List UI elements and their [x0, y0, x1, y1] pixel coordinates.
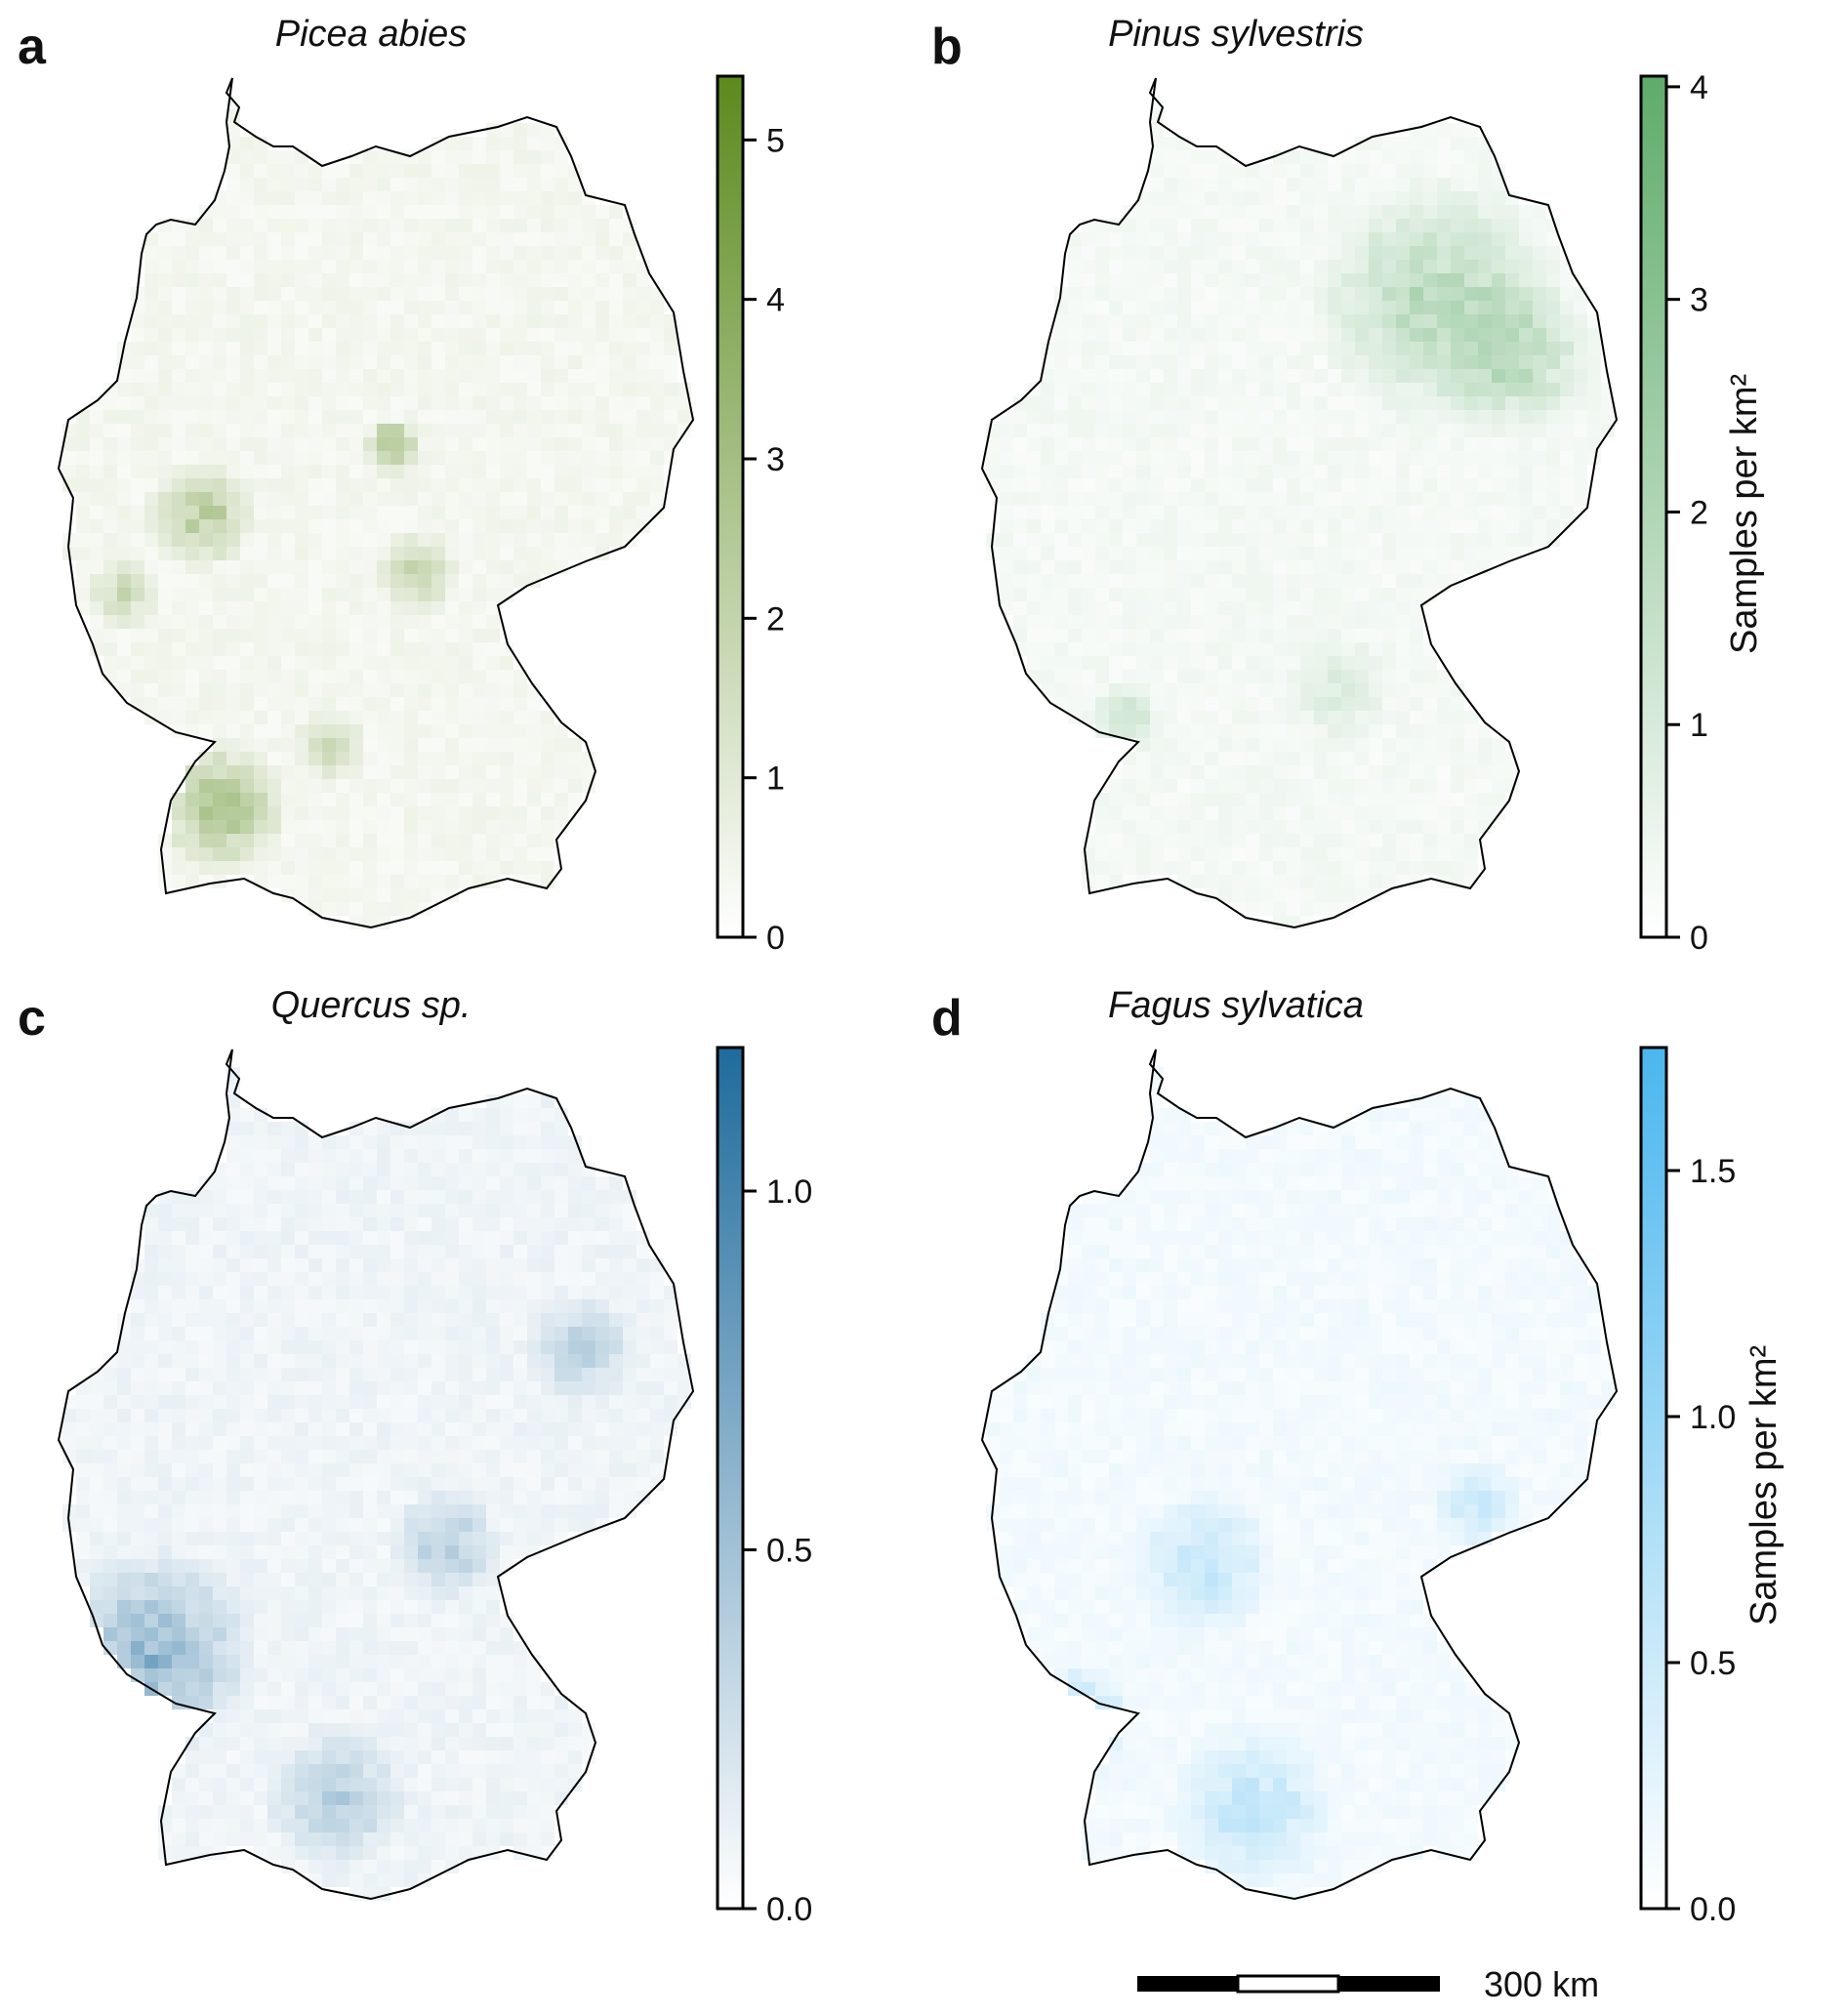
panel-title: Quercus sp.: [270, 985, 472, 1026]
country-outline: [57, 77, 695, 929]
panel-c: c Quercus sp. 0.0 0.5 1.0: [0, 971, 924, 1938]
map-heatmap: 0 1 2 3 4: [980, 69, 1708, 957]
heatmap-cells: [62, 1067, 691, 1901]
colorbar-tick-label: 0: [1690, 920, 1708, 957]
map-heatmap: 0 1 2 3 4 5: [57, 74, 785, 957]
panel-letter: b: [931, 19, 963, 75]
panel-title: Fagus sylvatica: [1108, 985, 1364, 1026]
panel-b: b Pinus sylvestris 0 1 2 3 4 Samples per km²: [924, 0, 1847, 967]
colorbar-tick-label: 0.0: [1690, 1891, 1736, 1928]
panel-title: Picea abies: [274, 14, 468, 55]
panel-d: d Fagus sylvatica 0.0 0.5 1.0 1.5 Samples p…: [924, 971, 1847, 1938]
colorbar-tick-label: 3: [766, 441, 785, 478]
colorbar-title: Samples per km²: [1744, 1344, 1785, 1625]
colorbar: [716, 74, 745, 939]
country-outline: [980, 77, 1619, 929]
colorbar-tick-label: 0.5: [1690, 1645, 1736, 1682]
colorbar-tick-label: 1.5: [1690, 1153, 1736, 1190]
heatmap-cells: [62, 96, 691, 929]
colorbar: [1639, 74, 1668, 939]
heatmap-cells: [986, 96, 1615, 929]
heatmap-cells: [986, 1067, 1615, 1901]
panel-letter: c: [18, 990, 46, 1047]
colorbar-tick-label: 1: [766, 761, 785, 798]
colorbar-tick-label: 0: [766, 920, 785, 957]
colorbar-tick-label: 1.0: [1690, 1399, 1736, 1436]
colorbar-tick-label: 0.5: [766, 1533, 812, 1570]
colorbar-tick-label: 4: [1690, 69, 1708, 106]
panel-letter: d: [931, 990, 963, 1047]
panel-a: a Picea abies 0 1 2 3 4 5: [0, 0, 924, 967]
country-outline: [57, 1049, 695, 1901]
colorbar-tick-label: 1: [1690, 707, 1708, 744]
scale-bar: [1137, 1974, 1440, 1994]
colorbar-tick-label: 2: [766, 600, 785, 638]
scale-bar-label: 300 km: [1484, 1964, 1600, 2004]
colorbar-tick-label: 1.0: [766, 1173, 812, 1211]
map-heatmap: 0.0 0.5 1.0: [57, 1046, 812, 1928]
panel-title: Pinus sylvestris: [1108, 14, 1364, 55]
colorbar-tick-label: 2: [1690, 494, 1708, 531]
colorbar: [716, 1046, 745, 1911]
panel-letter: a: [18, 19, 46, 75]
map-heatmap: 0.0 0.5 1.0 1.5: [980, 1046, 1736, 1928]
colorbar-tick-label: 0.0: [766, 1891, 812, 1928]
colorbar-title: Samples per km²: [1724, 373, 1765, 654]
colorbar-tick-label: 3: [1690, 282, 1708, 319]
colorbar-tick-label: 5: [766, 122, 785, 159]
country-outline: [980, 1049, 1619, 1901]
colorbar-tick-label: 4: [766, 282, 785, 319]
colorbar: [1639, 1046, 1668, 1911]
